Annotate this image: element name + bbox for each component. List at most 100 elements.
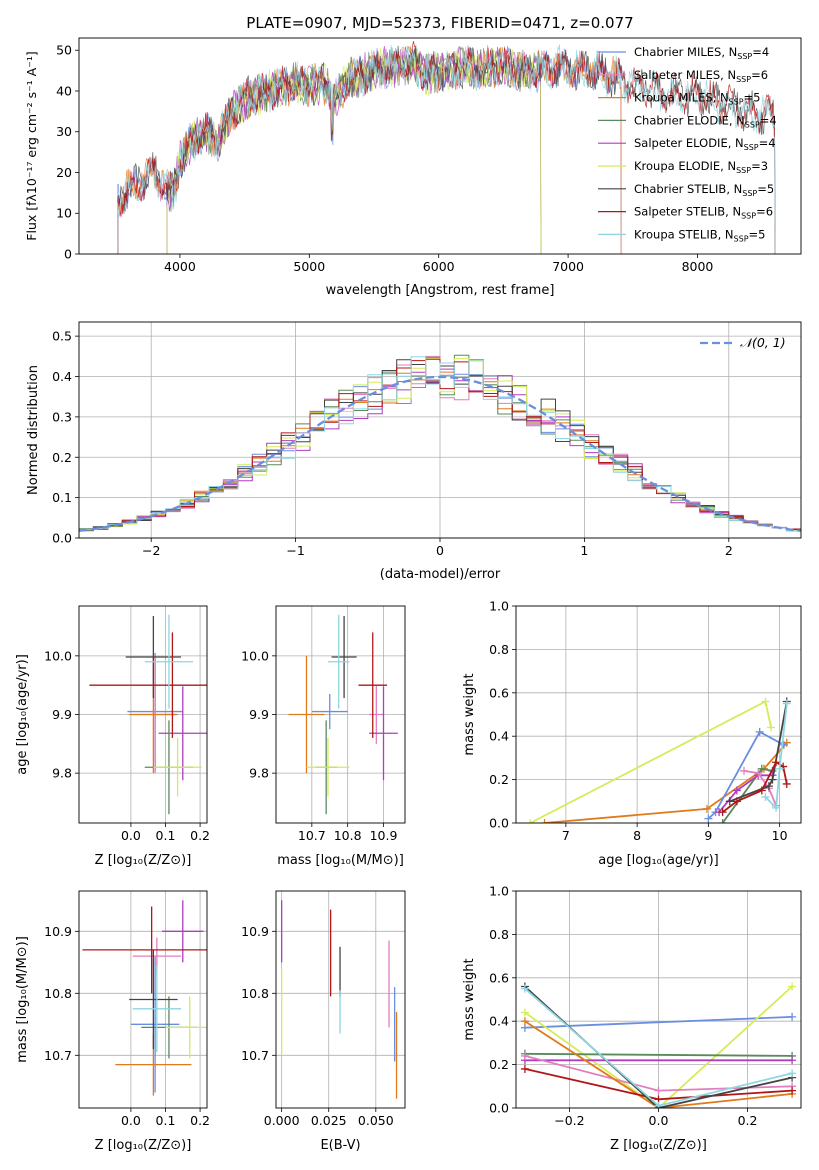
- x-tick-label: 0.000: [264, 1113, 300, 1128]
- massweight-marker-chabrier-miles: [755, 727, 764, 736]
- x-tick-label: −2: [142, 543, 160, 558]
- massweight-marker-kroupa-stelib: [654, 1101, 663, 1108]
- massweight-marker-chabrier-elodie: [757, 764, 766, 773]
- massweight-vs-age-panel: 7 8 9 10 0.0 0.2 0.4 0.6 0.8 1.0 age [log₁₀(age/yr…: [462, 599, 802, 868]
- massweight-line-chabrier-elodie: [524, 1052, 793, 1057]
- x-tick-label: 7000: [552, 259, 584, 274]
- y-tick-label: 0: [64, 247, 72, 262]
- y-tick-label: 1.0: [489, 599, 509, 614]
- y-axis-label: age [log₁₀(age/yr)]: [15, 654, 30, 775]
- x-tick-label: 0.1: [156, 1113, 176, 1128]
- massweight-marker-salpeter-stelib: [732, 797, 741, 806]
- massweight-marker-salpeter-miles: [654, 1086, 663, 1095]
- y-tick-label: 0.0: [52, 531, 72, 546]
- axes-frame: [78, 37, 802, 255]
- y-tick-label: 10.8: [44, 986, 72, 1001]
- massweight-marker-chabrier-miles: [704, 814, 713, 823]
- x-axis-label: Z [log₁₀(Z/Z⊙)]: [95, 853, 192, 868]
- x-tick-label: 2: [725, 543, 733, 558]
- y-axis-label: mass [log₁₀(M/M⊙)]: [15, 936, 30, 1063]
- axes-frame: [275, 890, 406, 1109]
- x-tick-label: 4000: [164, 259, 196, 274]
- massweight-marker-kroupa-stelib: [788, 1069, 797, 1078]
- massweight-line-kroupa-miles: [544, 742, 788, 823]
- plot-area: [89, 614, 207, 815]
- massweight-marker-kroupa-miles: [520, 1017, 529, 1026]
- plot-area: [288, 614, 398, 815]
- axes-frame: [78, 321, 802, 539]
- y-tick-label: 0.6: [489, 970, 509, 985]
- x-tick-label: 1: [580, 543, 588, 558]
- massweight-marker-chabrier-elodie: [718, 819, 727, 823]
- axes-frame: [275, 605, 406, 824]
- massweight-line-kroupa-stelib: [764, 703, 788, 810]
- massweight-line-kroupa-elodie: [524, 985, 793, 1108]
- y-axis-label: Normed distribution: [26, 365, 41, 495]
- y-tick-label: 10.0: [241, 648, 269, 663]
- x-tick-label: 0.2: [738, 1113, 758, 1128]
- y-tick-label: 1.0: [489, 884, 509, 899]
- massweight-marker-kroupa-stelib: [761, 792, 770, 801]
- x-axis-label: age [log₁₀(age/yr)]: [598, 853, 719, 868]
- x-tick-label: 8000: [682, 259, 714, 274]
- y-axis-label: mass weight: [462, 673, 477, 755]
- axes-frame: [78, 605, 208, 824]
- plot-area: [520, 982, 797, 1108]
- massweight-marker-kroupa-elodie: [767, 723, 776, 732]
- y-tick-label: 0.8: [489, 927, 509, 942]
- massweight-vs-metallicity-panel: −0.2 0.0 0.2 0.0 0.2 0.4 0.6 0.8 1.0 Z [log₁₀(Z/Z…: [462, 884, 802, 1153]
- x-tick-label: 0: [436, 543, 444, 558]
- plot-area: [526, 697, 791, 823]
- y-tick-label: 30: [56, 124, 72, 139]
- y-tick-label: 0.1: [52, 490, 72, 505]
- x-axis-label: mass [log₁₀(M/M⊙)]: [277, 853, 404, 868]
- age-vs-mass-panel: 10.7 10.8 10.9 9.8 9.9 10.0 mass [log₁₀(M/M⊙)]: [241, 605, 406, 868]
- axes-frame: [515, 890, 802, 1109]
- y-tick-label: 0.2: [489, 1057, 509, 1072]
- massweight-marker-salpeter-stelib: [757, 786, 766, 795]
- y-tick-label: 0.4: [489, 1014, 509, 1029]
- massweight-marker-salpeter-miles: [520, 1051, 529, 1060]
- gaussian-reference-curve: [79, 375, 801, 533]
- legend-label-chabrier-miles: Chabrier MILES, NSSP=4: [634, 45, 769, 61]
- massweight-marker-kroupa-elodie: [788, 982, 797, 991]
- y-tick-label: 20: [56, 165, 72, 180]
- y-tick-label: 9.9: [249, 707, 269, 722]
- x-tick-label: 0.0: [649, 1113, 669, 1128]
- x-tick-label: 10.9: [370, 828, 398, 843]
- legend-label-salpeter-miles: Salpeter MILES, NSSP=6: [634, 68, 768, 84]
- massweight-line-kroupa-miles: [524, 1020, 793, 1108]
- mass-vs-metallicity-panel: 0.0 0.1 0.2 10.7 10.8 10.9 Z [log₁₀(Z/Z⊙)] mass…: [15, 890, 210, 1153]
- y-tick-label: 10: [56, 206, 72, 221]
- plot-area: [79, 354, 801, 538]
- x-tick-label: 0.0: [121, 1113, 141, 1128]
- massweight-line-salpeter-miles: [743, 770, 777, 806]
- y-tick-label: 10.9: [241, 924, 269, 939]
- plot-area: [117, 41, 776, 254]
- x-axis-label: E(B-V): [320, 1138, 360, 1153]
- x-axis-label: Z [log₁₀(Z/Z⊙)]: [95, 1138, 192, 1153]
- x-tick-label: 10.7: [298, 828, 326, 843]
- y-tick-label: 10.9: [44, 924, 72, 939]
- x-axis-label: Z [log₁₀(Z/Z⊙)]: [610, 1138, 707, 1153]
- x-tick-label: 10.8: [334, 828, 362, 843]
- x-tick-label: 0.2: [190, 1113, 210, 1128]
- massweight-marker-salpeter-stelib: [782, 779, 791, 788]
- legend-label-kroupa-miles: Kroupa MILES, NSSP=5: [634, 91, 760, 107]
- y-tick-label: 40: [56, 83, 72, 98]
- y-tick-label: 0.0: [489, 1101, 509, 1116]
- x-tick-label: 0.1: [156, 828, 176, 843]
- x-tick-label: −0.2: [554, 1113, 584, 1128]
- plot-area: [82, 900, 207, 1096]
- plot-area: [280, 900, 398, 1099]
- y-tick-label: 0.2: [489, 772, 509, 787]
- legend-label-chabrier-stelib: Chabrier STELIB, NSSP=5: [634, 182, 774, 198]
- mass-vs-ebv-panel: 0.000 0.025 0.050 10.7 10.8 10.9 E(B-V): [241, 890, 406, 1153]
- spectrum-panel: 4000 5000 6000 7000 8000 0 10 20 30 40 50 wavelengt…: [24, 37, 802, 298]
- x-tick-label: 9: [704, 828, 712, 843]
- massweight-marker-chabrier-stelib: [764, 782, 773, 791]
- x-tick-label: 7: [562, 828, 570, 843]
- axes-frame: [515, 605, 802, 824]
- massweight-marker-chabrier-miles: [779, 740, 788, 749]
- y-tick-label: 0.3: [52, 409, 72, 424]
